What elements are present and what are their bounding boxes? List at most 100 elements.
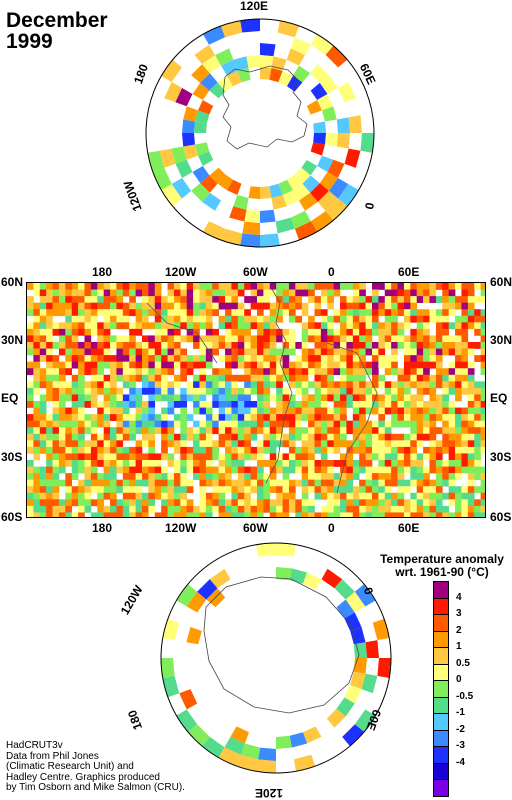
polar-anomaly-cell (147, 150, 165, 172)
anomaly-cell (352, 512, 360, 517)
anomaly-cell (461, 440, 469, 448)
lon-label-bottom-180: 180 (92, 521, 113, 535)
anomaly-cell (327, 466, 334, 474)
anomaly-cell (142, 440, 149, 448)
polar-anomaly-cell (176, 709, 198, 732)
anomaly-cell (435, 401, 443, 408)
anomaly-cell (403, 289, 411, 297)
anomaly-cell (193, 381, 200, 389)
anomaly-cell (467, 381, 475, 389)
anomaly-cell (65, 368, 73, 376)
anomaly-cell (148, 446, 156, 454)
anomaly-cell (359, 296, 366, 303)
anomaly-cell (480, 479, 485, 487)
anomaly-cell (212, 368, 219, 376)
anomaly-cell (410, 427, 418, 435)
anomaly-cell (90, 394, 98, 402)
anomaly-cell (161, 479, 168, 487)
anomaly-cell (442, 505, 449, 513)
anomaly-cell (65, 492, 73, 500)
anomaly-cell (346, 348, 354, 356)
anomaly-cell (448, 440, 456, 448)
anomaly-cell (199, 460, 207, 467)
anomaly-cell (314, 479, 322, 487)
anomaly-cell (346, 355, 354, 362)
anomaly-cell (27, 499, 34, 507)
anomaly-cell (397, 368, 405, 376)
anomaly-cell (218, 414, 226, 421)
anomaly-cell (435, 505, 443, 513)
anomaly-cell (257, 315, 264, 323)
anomaly-cell (218, 374, 226, 382)
anomaly-cell (116, 302, 124, 310)
anomaly-cell (186, 368, 194, 376)
anomaly-cell (90, 368, 98, 376)
anomaly-cell (442, 401, 449, 408)
anomaly-cell (225, 387, 232, 395)
anomaly-cell (295, 302, 303, 310)
anomaly-cell (186, 283, 194, 290)
polar-anomaly-cell (342, 724, 365, 747)
anomaly-cell (480, 322, 485, 330)
anomaly-cell (276, 499, 283, 507)
anomaly-cell (391, 387, 398, 395)
anomaly-cell (282, 440, 290, 448)
anomaly-cell (212, 427, 219, 435)
anomaly-cell (244, 387, 251, 395)
anomaly-cell (455, 328, 462, 336)
anomaly-cell (39, 296, 47, 303)
anomaly-cell (448, 466, 456, 474)
anomaly-cell (161, 407, 168, 415)
anomaly-cell (218, 315, 226, 323)
anomaly-cell (378, 460, 386, 467)
anomaly-cell (359, 492, 366, 500)
anomaly-cell (116, 387, 124, 395)
anomaly-cell (263, 355, 271, 362)
anomaly-cell (352, 302, 360, 310)
anomaly-cell (480, 283, 485, 290)
anomaly-cell (52, 433, 60, 441)
anomaly-cell (333, 368, 341, 376)
anomaly-cell (46, 420, 53, 428)
anomaly-cell (435, 283, 443, 290)
anomaly-cell (423, 466, 430, 474)
anomaly-cell (384, 394, 392, 402)
anomaly-cell (378, 453, 386, 461)
anomaly-cell (423, 486, 430, 494)
anomaly-cell (78, 315, 85, 323)
anomaly-cell (308, 322, 315, 330)
anomaly-cell (161, 394, 168, 402)
anomaly-cell (33, 453, 41, 461)
anomaly-cell (288, 440, 296, 448)
anomaly-cell (346, 315, 354, 323)
anomaly-cell (186, 479, 194, 487)
anomaly-cell (97, 479, 104, 487)
anomaly-cell (372, 381, 379, 389)
anomaly-cell (33, 355, 41, 362)
anomaly-cell (33, 368, 41, 376)
anomaly-cell (455, 440, 462, 448)
anomaly-cell (282, 348, 290, 356)
anomaly-cell (135, 486, 143, 494)
anomaly-cell (340, 453, 347, 461)
anomaly-cell (423, 387, 430, 395)
anomaly-cell (365, 302, 373, 310)
anomaly-cell (410, 466, 418, 474)
anomaly-cell (84, 420, 92, 428)
anomaly-cell (384, 505, 392, 513)
anomaly-cell (46, 394, 53, 402)
anomaly-cell (416, 453, 424, 461)
anomaly-cell (435, 446, 443, 454)
anomaly-cell (52, 453, 60, 461)
anomaly-cell (384, 355, 392, 362)
anomaly-cell (225, 374, 232, 382)
anomaly-cell (397, 486, 405, 494)
anomaly-cell (269, 335, 277, 343)
polar-anomaly-cell (337, 82, 356, 103)
polar-anomaly-cell (271, 195, 287, 210)
anomaly-cell (448, 401, 456, 408)
anomaly-cell (199, 453, 207, 461)
anomaly-cell (372, 315, 379, 323)
anomaly-cell (410, 433, 418, 441)
anomaly-cell (378, 499, 386, 507)
